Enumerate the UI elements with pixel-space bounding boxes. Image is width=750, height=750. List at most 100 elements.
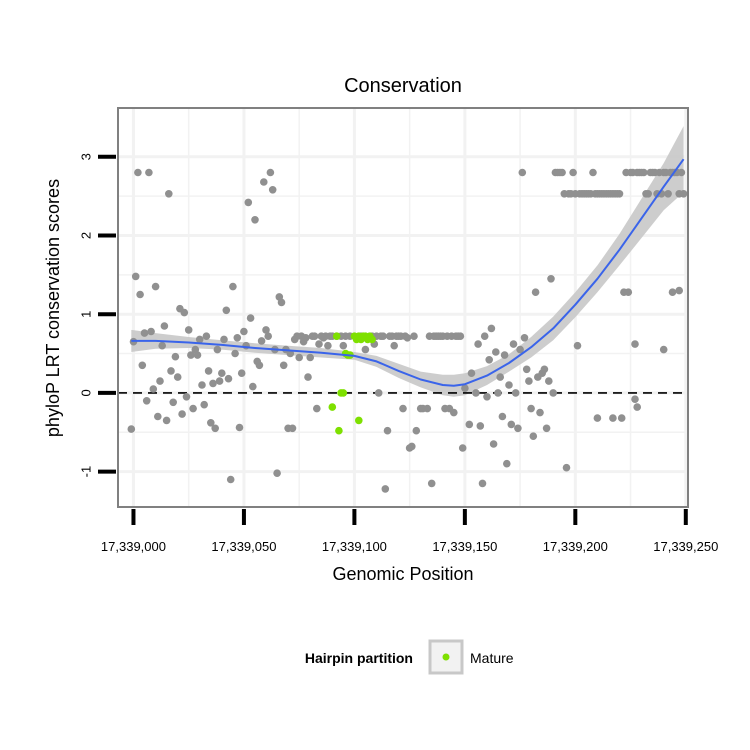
mature-point (335, 426, 343, 435)
data-point (624, 288, 633, 297)
data-point (381, 485, 390, 493)
data-point (302, 334, 310, 342)
data-point (531, 288, 540, 297)
data-point (516, 345, 524, 354)
data-point (178, 410, 186, 418)
y-axis: -1 0 1 2 3 (78, 153, 116, 477)
data-point (403, 334, 412, 342)
data-point (540, 365, 549, 374)
data-point (182, 393, 191, 401)
data-point (498, 412, 507, 421)
data-point (324, 341, 332, 350)
data-point (147, 327, 155, 336)
data-point (200, 400, 208, 409)
data-point (558, 168, 566, 177)
data-point (461, 384, 469, 393)
data-point (631, 340, 639, 348)
data-point (480, 332, 489, 341)
data-point (195, 335, 204, 344)
y-tick-label: -1 (78, 466, 93, 478)
data-point (609, 414, 617, 422)
data-point (171, 352, 180, 361)
data-point (134, 168, 142, 177)
data-point (476, 422, 485, 430)
data-point (226, 475, 235, 484)
y-tick-label: 2 (78, 232, 93, 239)
data-point (573, 341, 582, 350)
data-point (361, 345, 370, 354)
data-point (633, 403, 641, 411)
data-point (518, 168, 527, 177)
x-tick-label: 17,339,100 (322, 539, 387, 554)
x-tick-label: 17,339,000 (101, 539, 166, 554)
data-point (204, 367, 213, 375)
data-point (679, 190, 688, 198)
legend-key-box (428, 639, 464, 675)
data-point (198, 381, 206, 389)
data-point (207, 419, 215, 427)
data-point (279, 361, 288, 370)
data-point (277, 298, 286, 307)
data-point (237, 369, 246, 378)
data-point (467, 369, 476, 378)
data-point (545, 377, 553, 385)
data-point (154, 412, 162, 421)
x-axis-title: Genomic Position (332, 564, 473, 584)
data-point (149, 385, 158, 393)
data-point (500, 351, 509, 359)
data-point (494, 389, 502, 397)
x-axis: 17,339,000 17,339,050 17,339,100 17,339,150… (101, 509, 718, 554)
data-point (483, 393, 491, 401)
data-point (668, 288, 677, 297)
panel-border (117, 107, 689, 508)
legend-label-mature: Mature (470, 650, 514, 666)
data-point (529, 432, 538, 441)
legend-title: Hairpin partition (305, 650, 413, 666)
data-point (288, 424, 297, 433)
data-point (664, 190, 672, 198)
data-point (458, 444, 467, 452)
mature-point (368, 335, 376, 344)
data-point (310, 332, 319, 341)
data-point (399, 404, 407, 413)
data-point (193, 351, 202, 359)
mature-point (332, 332, 341, 341)
data-point (262, 326, 270, 334)
data-point (184, 326, 193, 334)
data-point (140, 329, 149, 337)
data-point (257, 337, 266, 345)
data-point (131, 272, 140, 281)
data-point (520, 334, 529, 342)
mature-point (339, 389, 348, 397)
data-point (569, 168, 577, 177)
data-point (514, 424, 522, 433)
data-point (145, 168, 153, 177)
plot-panel (117, 107, 689, 508)
data-point (339, 341, 348, 350)
data-point (127, 425, 136, 433)
data-point (213, 345, 222, 354)
data-point (229, 282, 237, 291)
data-point (640, 168, 648, 177)
data-point (209, 379, 217, 388)
data-point (249, 382, 257, 391)
data-point (162, 416, 171, 425)
data-point (138, 361, 147, 370)
data-point (167, 367, 175, 375)
data-point (165, 190, 173, 198)
smooth-confidence-band (131, 126, 684, 397)
data-point (489, 440, 498, 448)
data-point (450, 408, 458, 417)
data-point (427, 479, 436, 488)
data-point (503, 459, 511, 468)
data-point (472, 389, 480, 397)
chart-title: Conservation (344, 75, 462, 97)
data-point (215, 377, 224, 385)
data-point (255, 361, 264, 370)
data-point (589, 168, 597, 177)
data-point (180, 308, 189, 317)
data-point (410, 332, 418, 341)
data-point (525, 377, 533, 385)
mature-point (328, 403, 337, 411)
